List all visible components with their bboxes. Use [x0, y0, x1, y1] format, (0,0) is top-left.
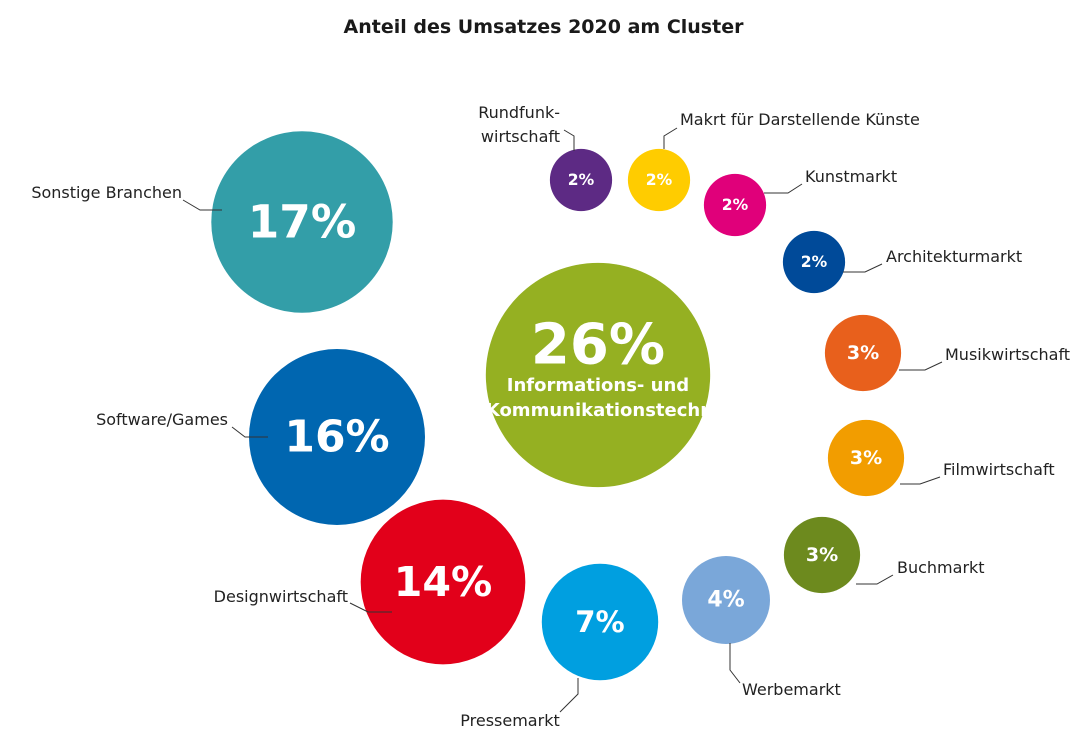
bubble [360, 499, 526, 665]
leader-line [729, 643, 741, 684]
value-label: 17% [248, 196, 357, 249]
bubble [627, 148, 691, 212]
leader-line [856, 574, 894, 585]
bubble [211, 131, 393, 313]
bubble-label: Makrt für Darstellende Künste [680, 110, 920, 129]
value-label: 14% [394, 558, 492, 606]
bubble [783, 516, 861, 594]
value-label: 3% [847, 342, 879, 364]
value-label: 3% [806, 544, 838, 566]
leader-line [663, 127, 678, 149]
bubble [249, 349, 425, 525]
leader-line [563, 129, 575, 151]
bubble-label: Musikwirtschaft [945, 345, 1071, 364]
value-label: 26% [531, 313, 665, 378]
chart-title: Anteil des Umsatzes 2020 am Cluster [343, 16, 744, 38]
bubble [485, 262, 711, 488]
value-label: 2% [646, 171, 673, 189]
bubble-label: Architekturmarkt [886, 247, 1023, 266]
bubble-label: Kunstmarkt [805, 167, 898, 186]
bubble [682, 556, 770, 644]
leader-line [231, 426, 268, 438]
bubble-label: Werbemarkt [742, 680, 841, 699]
leader-line [843, 263, 883, 273]
value-label: 3% [850, 447, 882, 469]
value-label: 7% [575, 605, 624, 639]
bubble-label: Rundfunk- wirtschaft [478, 103, 560, 146]
leader-line [559, 678, 579, 713]
value-label: 4% [707, 588, 744, 613]
leader-line [764, 183, 803, 194]
value-label: 2% [801, 253, 828, 271]
bubble [541, 563, 659, 681]
bubble-label: Informations- und Kommunikationstechnik [485, 375, 732, 421]
bubble-label: Designwirtschaft [213, 587, 348, 606]
leader-line [900, 476, 941, 485]
leader-line [349, 602, 392, 613]
value-label: 2% [568, 171, 595, 189]
bubble-label: Software/Games [96, 410, 228, 429]
leader-line [182, 199, 222, 211]
bubble [782, 230, 846, 294]
bubble [827, 419, 905, 497]
bubble [549, 148, 613, 212]
bubble-label: Sonstige Branchen [31, 183, 182, 202]
bubble-label: Buchmarkt [897, 558, 985, 577]
bubble-label: Filmwirtschaft [943, 460, 1055, 479]
bubble [824, 314, 902, 392]
value-label: 16% [284, 412, 389, 463]
leader-line [899, 361, 943, 371]
value-label: 2% [722, 196, 749, 214]
bubble [703, 173, 767, 237]
bubble-label: Pressemarkt [460, 711, 560, 730]
